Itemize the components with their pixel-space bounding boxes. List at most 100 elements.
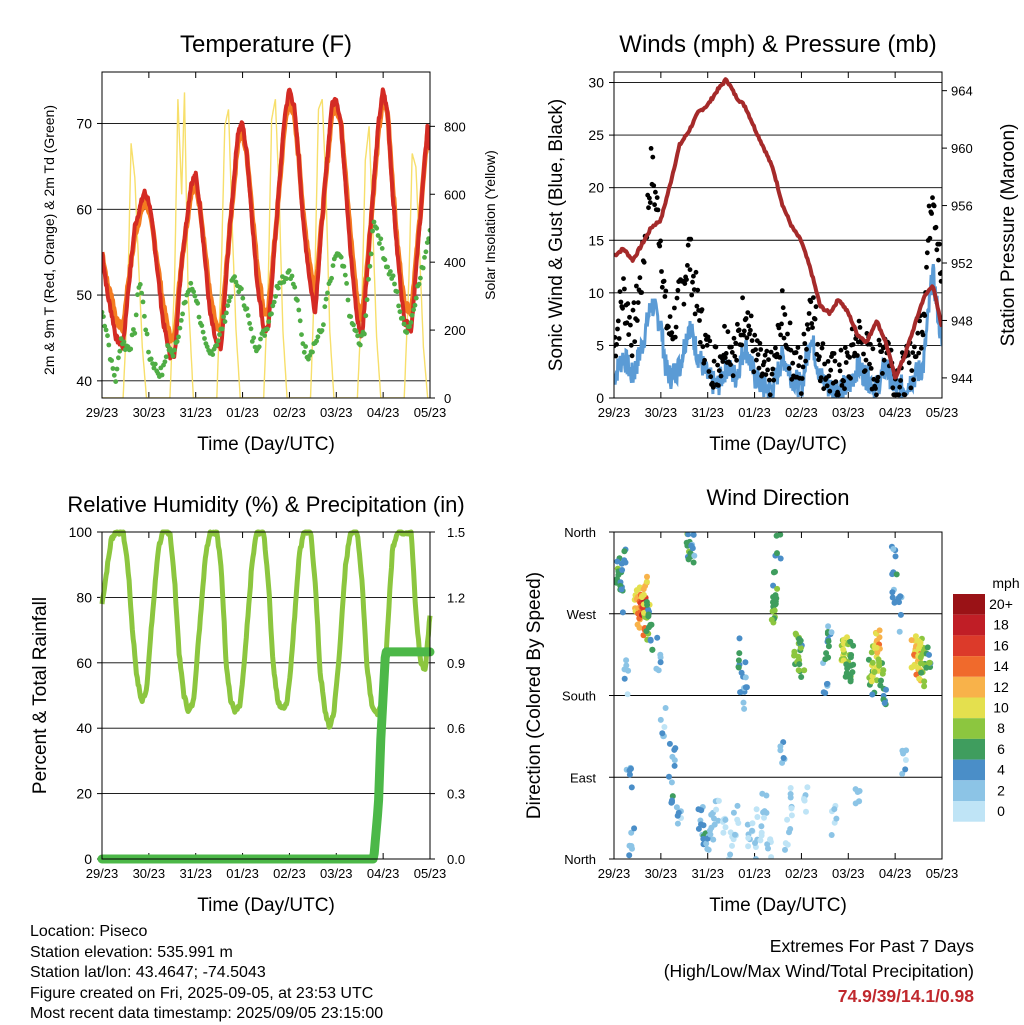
gust-point (836, 392, 841, 398)
dewpoint-point (226, 298, 232, 304)
gust-point (842, 345, 848, 351)
direction-point (831, 806, 838, 813)
direction-point (852, 800, 859, 807)
gust-point (909, 368, 915, 373)
dewpoint-point (176, 334, 181, 340)
dewpoint-point (375, 233, 381, 238)
gust-point (704, 342, 710, 348)
extremes-values: 74.9/39/14.1/0.98 (837, 986, 974, 1006)
gust-point (876, 337, 882, 343)
dewpoint-point (407, 324, 412, 329)
winds-ytick-label: 30 (588, 75, 604, 91)
dewpoint-point (191, 289, 197, 295)
dewpoint-point (330, 263, 336, 268)
gust-point (838, 347, 844, 353)
direction-point (736, 650, 743, 657)
gust-point (796, 363, 802, 369)
winds-frame (613, 71, 943, 399)
dewpoint-point (284, 276, 289, 282)
winds-ytick-right-label: 964 (951, 84, 973, 99)
gust-point (618, 299, 624, 305)
direction-point (674, 812, 681, 819)
dewpoint-point (111, 372, 117, 378)
extremes-line2: (High/Low/Max Wind/Total Precipitation) (663, 961, 974, 981)
gust-point (751, 369, 757, 375)
direction-point (868, 678, 875, 685)
direction-point (645, 624, 652, 631)
direction-point (891, 599, 898, 606)
gust-point (827, 388, 833, 394)
gust-point (930, 195, 935, 201)
direction-ytick-label: North (564, 852, 596, 867)
direction-point (732, 831, 738, 838)
gust-point (688, 236, 694, 242)
direction-point (840, 646, 847, 653)
gust-point (748, 327, 753, 333)
gust-point (615, 318, 621, 324)
direction-point (758, 829, 765, 836)
gust-point (699, 307, 705, 312)
dewpoint-point (319, 328, 325, 333)
dewpoint-point (142, 313, 147, 319)
gust-point (694, 303, 700, 309)
gust-point (713, 344, 719, 350)
gust-point (615, 326, 620, 332)
direction-point (771, 607, 778, 614)
humidity-xtick-label: 05/23 (414, 866, 447, 881)
gust-point (912, 344, 917, 350)
gust-point (745, 310, 751, 315)
dewpoint-point (248, 326, 254, 332)
winds-ytick-right-label: 944 (951, 371, 973, 386)
gust-point (672, 305, 677, 311)
gust-point (908, 385, 914, 391)
dewpoint-point (122, 347, 128, 353)
temperature-ytick-right-label: 800 (444, 119, 466, 134)
gust-point (868, 341, 873, 347)
humidity-ytick-label: 20 (76, 786, 92, 802)
gust-point (685, 242, 691, 248)
winds-title: Winds (mph) & Pressure (mb) (619, 31, 936, 58)
direction-point (703, 840, 710, 847)
direction-point (801, 667, 808, 674)
direction-point (798, 674, 805, 680)
direction-point (742, 674, 749, 681)
dewpoint-point (244, 306, 250, 311)
direction-point (740, 699, 747, 706)
gust-point (938, 278, 942, 284)
dewpoint-point (195, 300, 201, 306)
gust-point (924, 264, 929, 270)
direction-point (744, 821, 751, 828)
direction-point (924, 644, 931, 651)
winds-xlabel: Time (Day/UTC) (709, 434, 847, 455)
gust-point (641, 259, 647, 265)
direction-point (689, 545, 696, 552)
winds-ytick-label: 0 (596, 390, 604, 406)
dewpoint-point (374, 225, 380, 231)
direction-point (722, 816, 729, 823)
dewpoint-point (385, 264, 390, 270)
direction-point (643, 599, 650, 605)
gust-point (707, 338, 713, 344)
gust-point (748, 313, 754, 319)
direction-ytick-label: West (567, 607, 597, 622)
direction-point (869, 659, 876, 666)
dewpoint-point (251, 335, 257, 341)
humidity-xtick-label: 29/23 (86, 866, 119, 881)
dewpoint-point (281, 279, 287, 285)
temperature-frame (101, 71, 431, 399)
dewpoint-point (114, 366, 120, 372)
gust-point (848, 375, 853, 381)
dewpoint-point (239, 286, 244, 292)
direction-point (804, 784, 811, 791)
gust-point (868, 366, 874, 371)
gust-point (681, 301, 687, 307)
gust-point (902, 392, 908, 398)
temperature-xtick-label: 02/23 (273, 405, 306, 420)
dewpoint-point (426, 236, 430, 242)
direction-point (889, 589, 896, 596)
direction-point (649, 646, 656, 653)
direction-point (828, 832, 835, 838)
gust-point (817, 354, 822, 360)
dewpoint-point (427, 227, 430, 233)
gust-point (647, 200, 653, 206)
